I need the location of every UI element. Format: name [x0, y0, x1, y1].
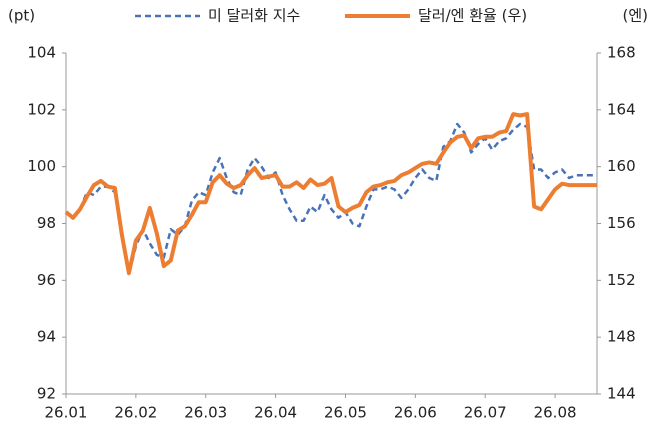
x-tick-label: 26.08: [534, 404, 577, 422]
series-line: [64, 112, 597, 276]
x-tick-label: 26.07: [464, 404, 507, 422]
x-tick-label: 26.01: [45, 404, 88, 422]
legend-label: 달러/엔 환율 (우): [418, 7, 527, 25]
series-line: [65, 122, 597, 276]
y-tick-label: 102: [27, 100, 56, 118]
x-tick-label: 26.06: [394, 404, 437, 422]
y-tick-label: 100: [27, 157, 56, 175]
legend-label: 미 달러화 지수: [208, 7, 300, 25]
y2-tick-label: 160: [607, 157, 636, 175]
y-tick-label: 96: [37, 271, 56, 289]
y-tick-label: 104: [27, 44, 56, 62]
y2-tick-label: 156: [607, 214, 636, 232]
x-tick-label: 26.05: [324, 404, 367, 422]
y2-axis-label: (엔): [622, 7, 648, 25]
y2-tick-label: 152: [607, 271, 636, 289]
y-axis-label: (pt): [8, 7, 35, 25]
y2-tick-label: 168: [607, 44, 636, 62]
x-tick-label: 26.03: [184, 404, 227, 422]
y-tick-label: 92: [37, 385, 56, 403]
x-tick-label: 26.04: [254, 404, 297, 422]
y2-tick-label: 144: [607, 385, 636, 403]
x-tick-label: 26.02: [114, 404, 157, 422]
y-tick-label: 94: [37, 328, 56, 346]
y2-tick-label: 148: [607, 328, 636, 346]
y2-tick-label: 164: [607, 100, 636, 118]
y-tick-label: 98: [37, 214, 56, 232]
